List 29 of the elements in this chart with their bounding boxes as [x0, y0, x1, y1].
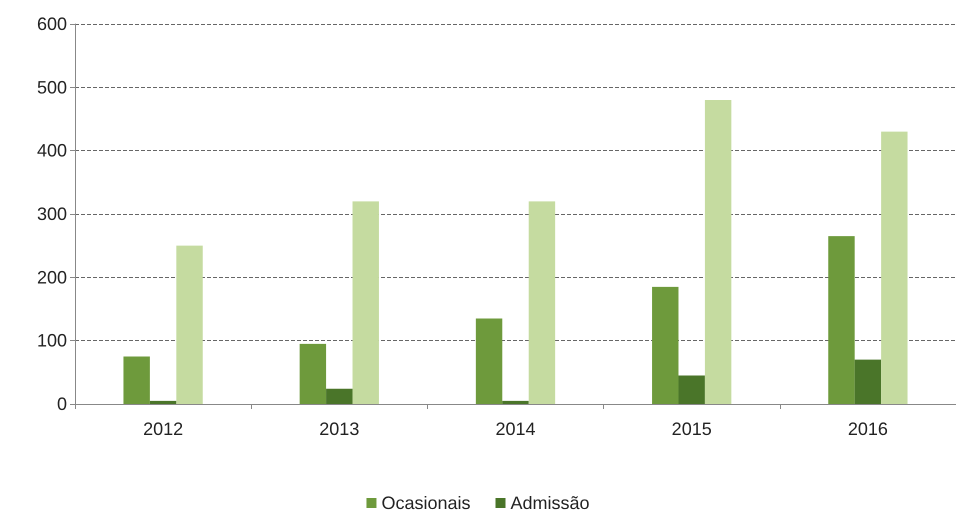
x-tick-label: 2012: [143, 419, 184, 439]
bar: [704, 100, 732, 404]
bar: [176, 246, 203, 404]
legend-label: Ocasionais: [381, 493, 471, 513]
y-tick-label: 0: [56, 394, 67, 414]
y-tick-label: 400: [36, 140, 67, 161]
y-tick-label: 100: [36, 330, 67, 351]
bar: [528, 201, 556, 404]
bar: [828, 236, 855, 404]
bar: [854, 360, 882, 404]
bar: [300, 344, 326, 404]
x-tick-label: 2013: [319, 419, 360, 439]
bar: [150, 400, 176, 404]
bar: [502, 400, 529, 404]
x-tick-label: 2016: [848, 419, 888, 439]
bar: [678, 376, 705, 404]
bar: [326, 388, 353, 404]
y-tick-label: 500: [36, 77, 67, 98]
bar: [123, 356, 150, 404]
y-tick-label: 600: [36, 14, 67, 34]
bar: [352, 201, 379, 404]
bar: [652, 286, 678, 404]
x-tick-label: 2014: [495, 419, 536, 439]
bar: [476, 318, 502, 404]
y-tick-label: 200: [36, 267, 67, 288]
x-tick-label: 2015: [672, 419, 712, 439]
bar: [881, 132, 908, 404]
y-tick-label: 300: [36, 204, 67, 224]
legend-label: Admissão: [510, 493, 590, 513]
